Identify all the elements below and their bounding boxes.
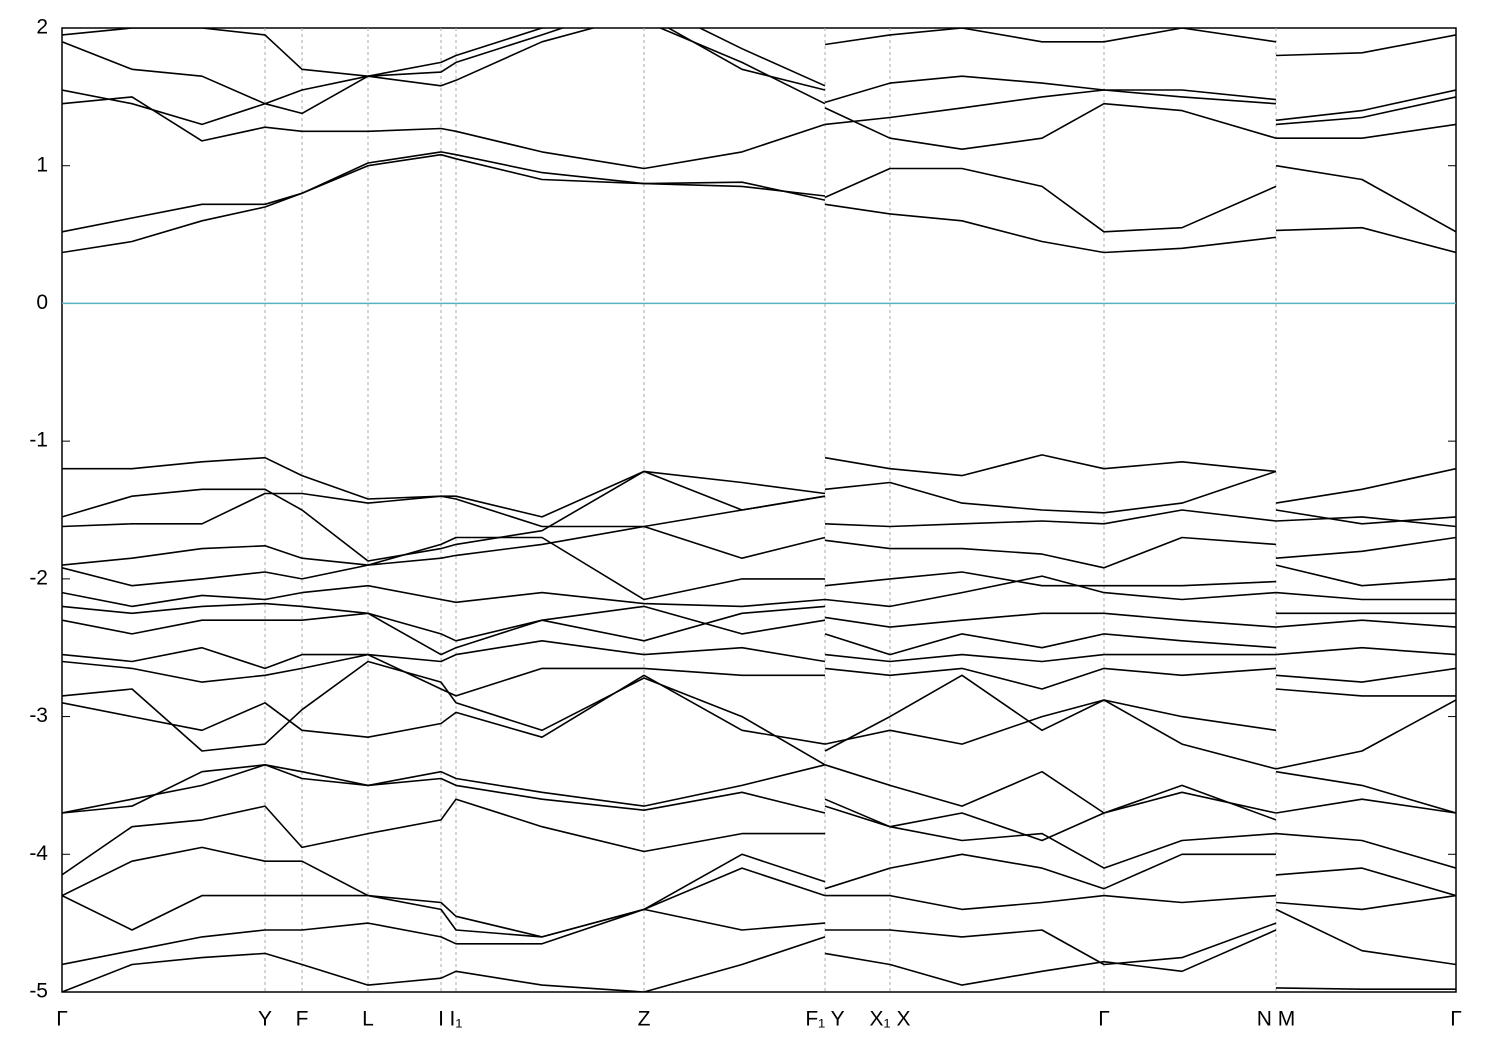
band [62,602,1456,642]
band [62,846,1456,938]
band [62,454,1456,518]
y-tick-label: 2 [36,16,48,39]
band [62,908,1456,966]
band [62,525,1456,569]
x-tick-label: I [438,1008,444,1031]
x-tick-label: L [362,1008,374,1031]
x-tick-label: X₁ X [870,1008,911,1031]
x-tick-label: N M [1257,1008,1296,1031]
band [62,764,1456,814]
band [62,798,1456,876]
band [62,929,1456,992]
band [62,28,1456,126]
band [62,575,1456,608]
y-tick-label: -5 [29,980,48,1003]
y-tick-label: -2 [29,566,48,589]
band [62,660,1456,766]
x-tick-label: Γ [1450,1008,1462,1031]
band [62,764,1456,842]
y-tick-label: -4 [29,842,48,865]
bands [62,28,1456,992]
x-tick-label: I₁ [450,1008,463,1031]
y-tick-label: -3 [29,704,48,727]
y-tick-label: -1 [29,429,48,452]
band [62,492,1456,528]
band [62,653,1456,697]
grid [62,27,1456,993]
band [62,640,1456,670]
x-tick-label: Γ [1098,1008,1110,1031]
band [62,151,1456,233]
x-tick-label: Z [638,1008,651,1031]
x-tick-label: F₁ Y [805,1008,844,1031]
y-tick-label: 1 [36,153,48,176]
band [62,605,1456,656]
plot-frame [61,27,1457,993]
band [62,867,1456,938]
band [62,89,1456,170]
x-tick-label: Γ [56,1008,68,1031]
x-tick-label: F [296,1008,309,1031]
x-tick-label: Y [258,1008,272,1031]
y-tick-label: 0 [36,291,48,314]
band [62,28,1456,91]
band [62,28,1456,139]
band [62,153,1456,254]
band [62,536,1456,601]
labels: -5 -4 -3 -2 -1 0 1 2 Γ Y F L I I₁ Z F₁ Y X₁ X Γ N M Γ [29,16,1461,1031]
band [62,674,1456,770]
